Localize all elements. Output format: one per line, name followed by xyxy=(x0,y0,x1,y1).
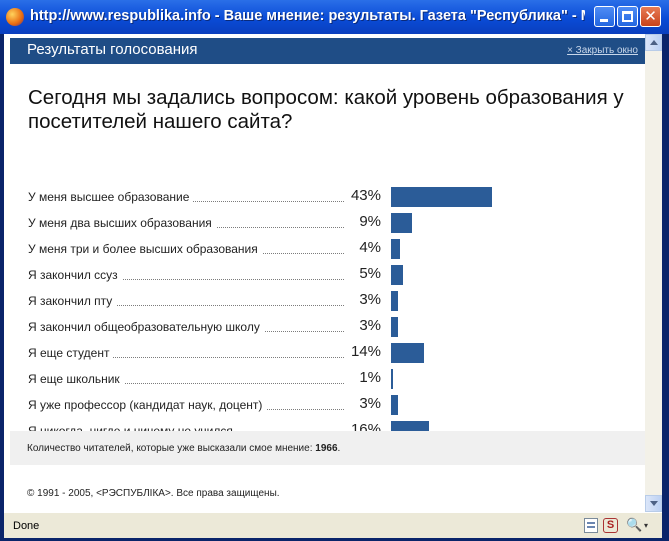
result-bar xyxy=(391,213,412,233)
result-label: Я уже профессор (кандидат наук, доцент) xyxy=(28,398,267,412)
browser-content-area: Результаты голосования × Закрыть окно Се… xyxy=(4,34,662,512)
result-row: Я еще школьник 1% xyxy=(4,368,645,390)
page-info-icon[interactable] xyxy=(584,518,598,533)
vote-count-panel: Количество читателей, которые уже высказ… xyxy=(10,431,645,465)
result-percent: 43% xyxy=(350,187,381,204)
window-title: http://www.respublika.info - Ваше мнение… xyxy=(30,8,585,24)
result-percent: 3% xyxy=(359,291,381,308)
result-percent: 4% xyxy=(359,239,381,256)
result-percent: 1% xyxy=(359,369,381,386)
scroll-down-button[interactable] xyxy=(645,495,662,512)
result-row: Я уже профессор (кандидат наук, доцент) 3… xyxy=(4,394,645,416)
result-bar xyxy=(391,369,393,389)
result-percent: 3% xyxy=(359,317,381,334)
result-label: Я еще студент xyxy=(28,346,114,360)
result-bar xyxy=(391,239,400,259)
vertical-scrollbar[interactable] xyxy=(645,34,662,512)
status-text: Done xyxy=(13,520,40,532)
vote-count-end: . xyxy=(337,443,341,454)
result-label: У меня два высших образования xyxy=(28,216,216,230)
result-row: Я закончил ссуз 5% xyxy=(4,264,645,286)
arrow-down-icon xyxy=(650,501,658,506)
result-bar xyxy=(391,317,398,337)
vote-count-text: Количество читателей, которые уже высказ… xyxy=(27,443,340,454)
maximize-icon xyxy=(622,11,633,22)
result-row: Я закончил общеобразовательную школу 3% xyxy=(4,316,645,338)
leader-dots xyxy=(28,279,344,280)
result-bar xyxy=(391,395,398,415)
result-label: Я закончил пту xyxy=(28,294,117,308)
firefox-icon xyxy=(6,8,24,26)
result-label: Я еще школьник xyxy=(28,372,124,386)
s-addon-icon[interactable]: S xyxy=(603,518,618,533)
minimize-button[interactable] xyxy=(594,6,615,27)
result-percent: 5% xyxy=(359,265,381,282)
maximize-button[interactable] xyxy=(617,6,638,27)
leader-dots xyxy=(28,383,344,384)
arrow-up-icon xyxy=(650,40,658,45)
poll-results-page: Результаты голосования × Закрыть окно Се… xyxy=(4,34,645,512)
result-percent: 9% xyxy=(359,213,381,230)
copyright-text: © 1991 - 2005, <РЭСПУБЛІКА>. Все права з… xyxy=(27,488,280,499)
zoom-dropdown-icon[interactable]: ▾ xyxy=(644,521,649,530)
result-label: Я закончил ссуз xyxy=(28,268,122,282)
result-row: У меня три и более высших образования 4% xyxy=(4,238,645,260)
result-label: Я закончил общеобразовательную школу xyxy=(28,320,264,334)
result-row: Я еще студент 14% xyxy=(4,342,645,364)
close-window-button[interactable]: ✕ xyxy=(640,6,661,27)
result-label: У меня высшее образование xyxy=(28,190,194,204)
leader-dots xyxy=(28,305,344,306)
result-row: У меня высшее образование 43% xyxy=(4,186,645,208)
result-row: Я закончил пту 3% xyxy=(4,290,645,312)
result-bar xyxy=(391,343,424,363)
leader-dots xyxy=(28,357,344,358)
title-bar[interactable]: http://www.respublika.info - Ваше мнение… xyxy=(0,0,669,34)
close-icon: ✕ xyxy=(644,7,657,25)
minimize-icon xyxy=(600,19,608,22)
zoom-icon[interactable]: 🔍 xyxy=(626,518,643,533)
status-bar: Done S 🔍 ▾ xyxy=(4,512,662,538)
result-bar xyxy=(391,265,403,285)
result-row: У меня два высших образования 9% xyxy=(4,212,645,234)
result-label: У меня три и более высших образования xyxy=(28,242,262,256)
result-percent: 14% xyxy=(350,343,381,360)
result-percent: 3% xyxy=(359,395,381,412)
header-bar: Результаты голосования × Закрыть окно xyxy=(10,38,645,64)
scroll-up-button[interactable] xyxy=(645,34,662,51)
result-bar xyxy=(391,187,492,207)
vote-count-number: 1966 xyxy=(315,443,338,454)
close-window-link[interactable]: × Закрыть окно xyxy=(567,45,638,56)
result-bar xyxy=(391,291,398,311)
page-title: Результаты голосования xyxy=(27,41,198,58)
vote-count-label: Количество читателей, которые уже высказ… xyxy=(27,443,316,454)
poll-question: Сегодня мы задались вопросом: какой уров… xyxy=(28,86,624,133)
